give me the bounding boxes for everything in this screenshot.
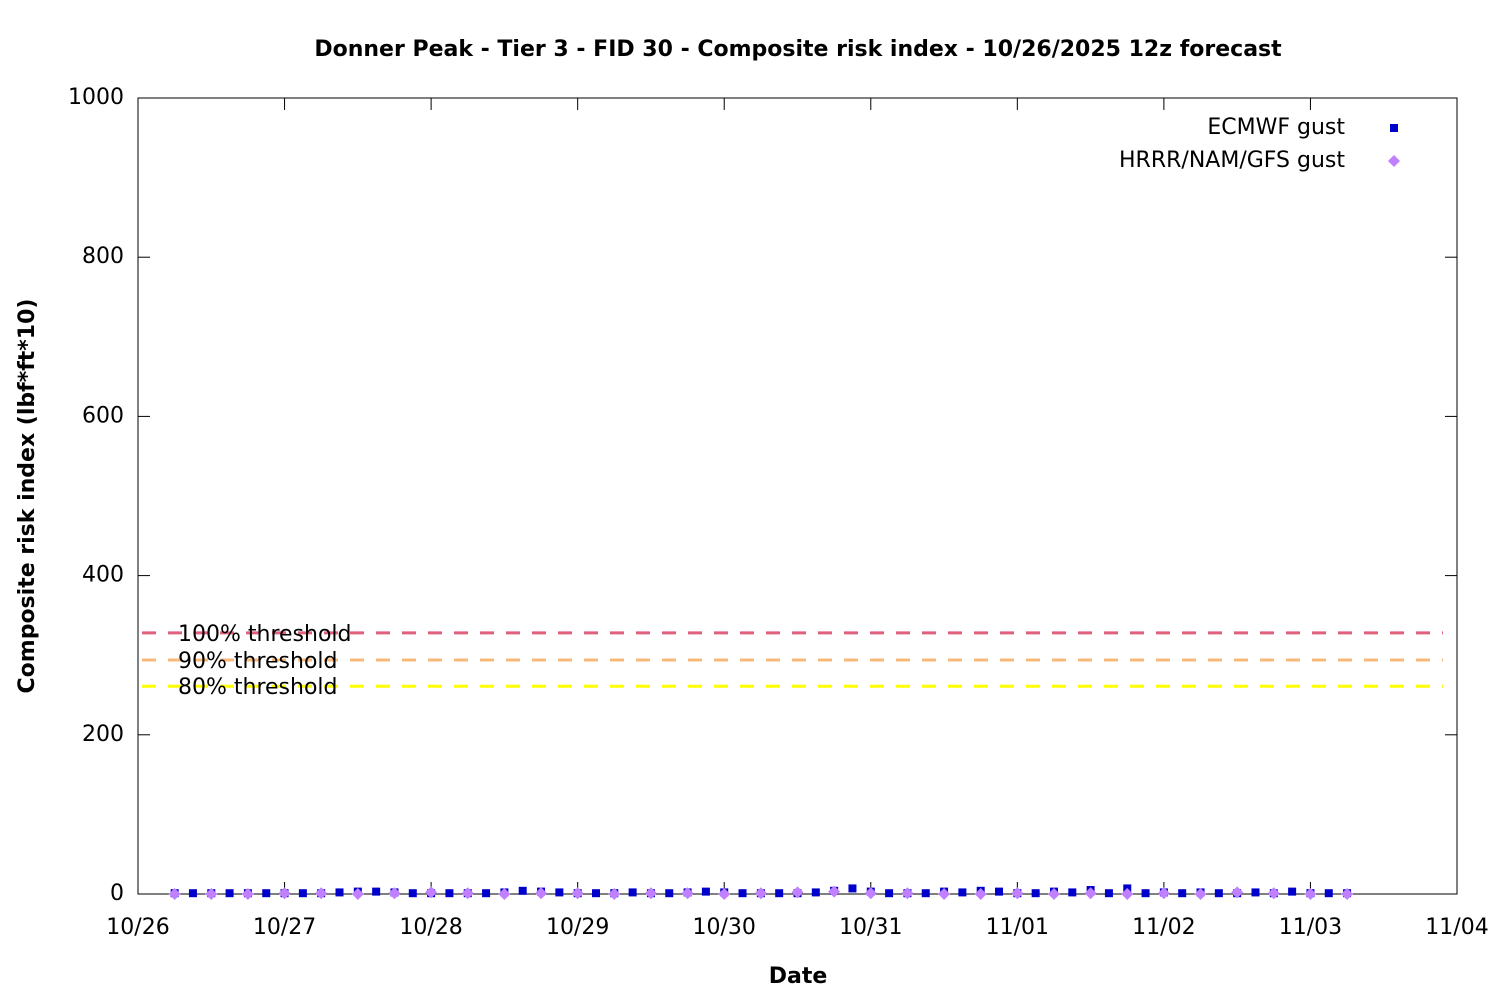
point <box>445 889 454 898</box>
point <box>498 888 511 900</box>
point <box>298 889 307 898</box>
point <box>665 889 674 898</box>
point <box>864 887 877 900</box>
plot-frame <box>137 97 1458 895</box>
point <box>482 889 491 898</box>
point <box>1214 889 1223 898</box>
point <box>555 888 564 897</box>
point <box>1121 888 1134 900</box>
point <box>315 887 328 900</box>
point <box>1304 888 1317 900</box>
point <box>644 887 657 900</box>
point <box>775 889 784 898</box>
point <box>351 888 364 900</box>
point <box>608 888 621 900</box>
point <box>1341 888 1354 900</box>
point <box>938 888 951 900</box>
point <box>885 889 894 898</box>
point <box>1047 888 1060 900</box>
point <box>921 889 930 898</box>
point <box>225 889 234 898</box>
y-tick-label: 400 <box>82 563 124 588</box>
point <box>205 888 218 900</box>
x-axis-title: Date <box>769 964 828 989</box>
point <box>1141 889 1150 898</box>
point <box>1031 889 1040 898</box>
point <box>1251 888 1260 897</box>
point <box>1267 887 1280 900</box>
y-axis-title: Composite risk index (lbf*ft*10) <box>15 299 40 694</box>
point <box>1084 887 1097 900</box>
point <box>1194 888 1207 900</box>
point <box>754 887 767 900</box>
point <box>388 887 401 900</box>
point <box>628 888 637 897</box>
point <box>518 886 527 895</box>
point <box>1324 889 1333 898</box>
point <box>791 886 804 899</box>
threshold-label: 100% threshold <box>178 622 352 647</box>
point <box>701 887 710 896</box>
point <box>718 888 731 900</box>
x-tick-label: 10/29 <box>546 915 609 940</box>
x-tick-label: 10/27 <box>253 915 316 940</box>
point <box>1157 887 1170 900</box>
point <box>461 887 474 900</box>
x-tick-label: 11/03 <box>1279 915 1342 940</box>
y-tick-label: 0 <box>110 881 124 906</box>
point <box>241 888 254 900</box>
y-tick-label: 200 <box>82 722 124 747</box>
point <box>168 888 181 900</box>
point <box>1104 889 1113 898</box>
point <box>591 889 600 898</box>
point <box>958 888 967 897</box>
y-tick-label: 800 <box>82 244 124 269</box>
point <box>188 889 197 898</box>
point <box>1011 887 1024 900</box>
point <box>335 888 344 897</box>
point <box>811 888 820 897</box>
x-tick-label: 11/02 <box>1132 915 1195 940</box>
point <box>1178 889 1187 898</box>
point <box>1288 887 1297 896</box>
point <box>1068 888 1077 897</box>
x-tick-label: 10/26 <box>106 915 169 940</box>
point <box>425 886 438 899</box>
legend-marker <box>1388 155 1400 167</box>
point <box>571 887 584 900</box>
point <box>372 887 381 896</box>
legend-marker <box>1390 124 1398 132</box>
point <box>828 885 841 898</box>
point <box>995 887 1004 896</box>
x-tick-label: 11/01 <box>986 915 1049 940</box>
legend-label: HRRR/NAM/GFS gust <box>1119 148 1345 173</box>
x-tick-label: 11/04 <box>1425 915 1488 940</box>
point <box>848 884 857 893</box>
point <box>738 889 747 898</box>
x-tick-label: 10/30 <box>693 915 756 940</box>
x-tick-label: 10/28 <box>399 915 462 940</box>
legend-label: ECMWF gust <box>1207 115 1345 140</box>
threshold-label: 90% threshold <box>178 649 338 674</box>
point <box>262 889 271 898</box>
point <box>974 888 987 900</box>
y-tick-label: 600 <box>82 403 124 428</box>
point <box>1231 886 1244 899</box>
y-tick-label: 1000 <box>68 85 124 110</box>
threshold-label: 80% threshold <box>178 675 338 700</box>
point <box>535 887 548 900</box>
x-tick-label: 10/31 <box>839 915 902 940</box>
point <box>278 887 291 900</box>
point <box>408 889 417 898</box>
point <box>681 887 694 900</box>
chart-title: Donner Peak - Tier 3 - FID 30 - Composit… <box>314 37 1282 62</box>
point <box>901 887 914 900</box>
